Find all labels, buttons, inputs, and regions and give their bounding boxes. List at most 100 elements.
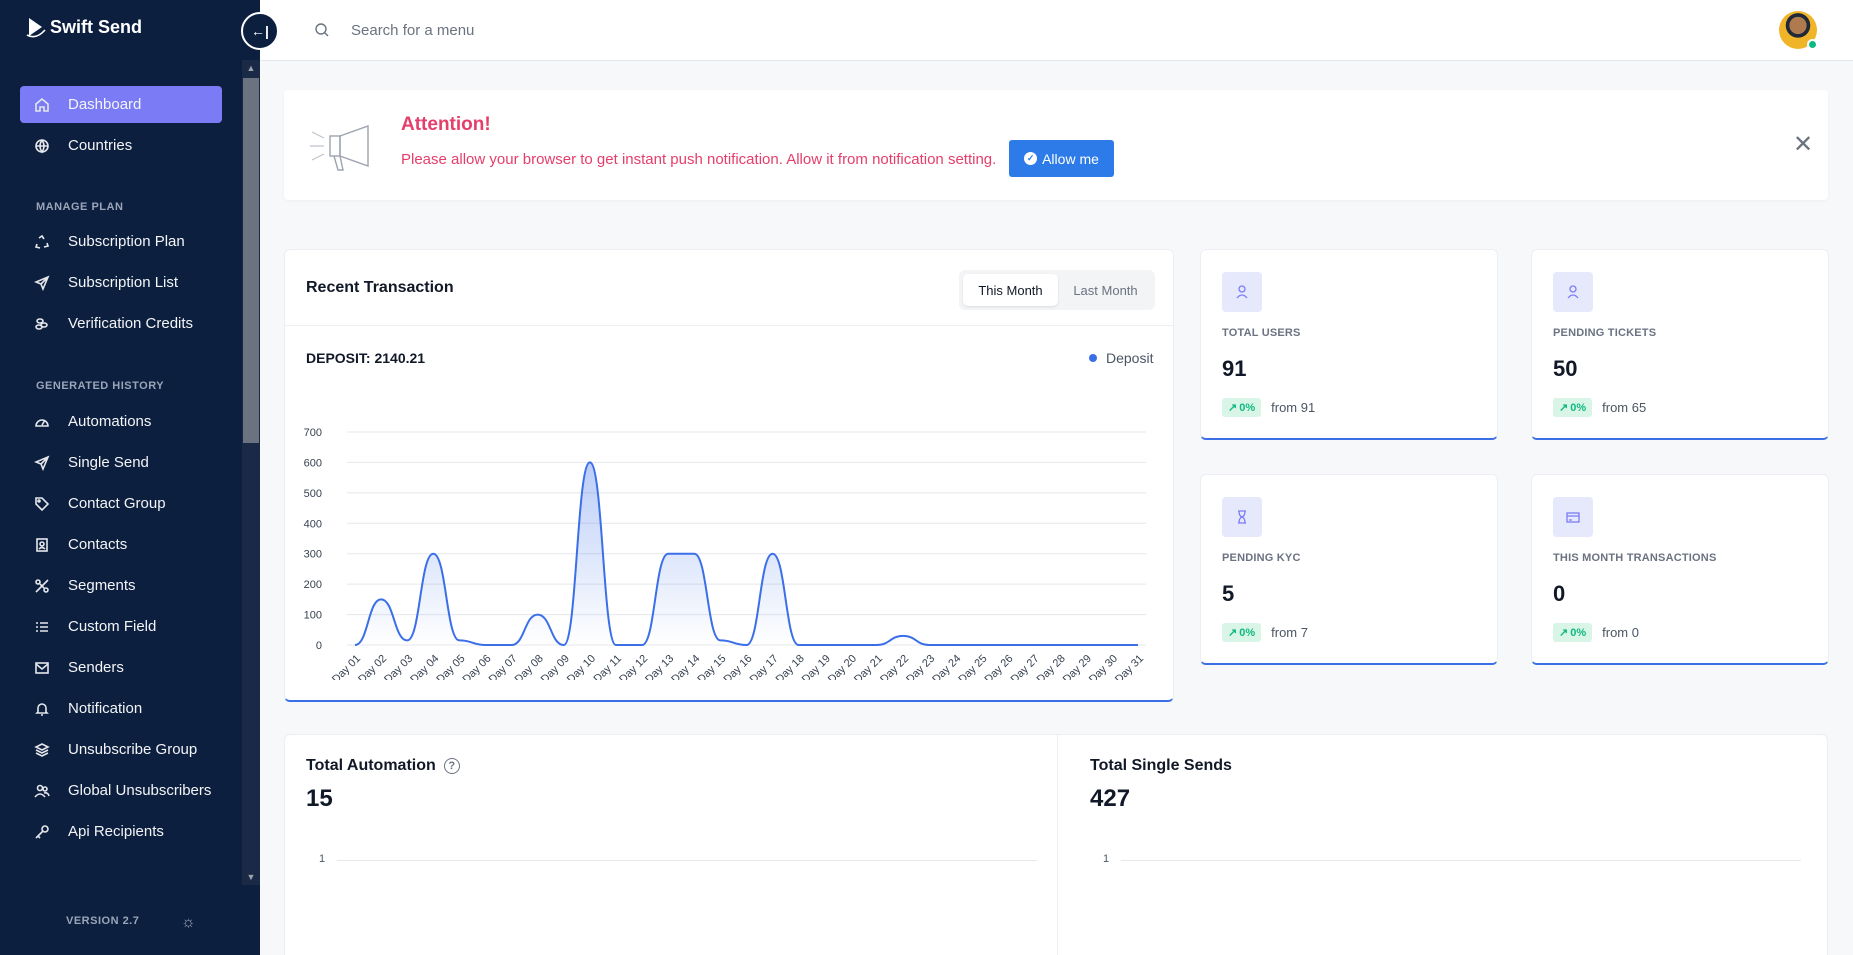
- sidebar-item-unsubscribe-group[interactable]: Unsubscribe Group: [20, 731, 222, 768]
- stat-from: from 7: [1271, 625, 1308, 640]
- trend-up-icon: ↗: [1228, 627, 1238, 639]
- key-icon: [35, 824, 49, 839]
- list-icon: [36, 621, 48, 632]
- sidebar-item-contact-group[interactable]: Contact Group: [20, 485, 222, 522]
- change-badge: ↗ 0%: [1553, 398, 1593, 417]
- version-label: VERSION 2.7: [66, 915, 140, 927]
- top-header: [260, 0, 1853, 61]
- sidebar-item-dashboard[interactable]: Dashboard: [20, 86, 222, 123]
- stat-value: 50: [1553, 356, 1578, 381]
- recycle-icon: [34, 234, 50, 249]
- sidebar-item-api-recipients[interactable]: Api Recipients: [20, 813, 222, 850]
- avatar[interactable]: [1779, 11, 1818, 50]
- allow-me-button[interactable]: ✓ Allow me: [1009, 140, 1114, 177]
- sidebar-item-contacts[interactable]: Contacts: [20, 526, 222, 563]
- check-circle-icon: ✓: [1024, 152, 1038, 165]
- search-input[interactable]: [351, 18, 751, 42]
- scrollbar-thumb[interactable]: [243, 78, 259, 443]
- stat-value: 5: [1222, 581, 1235, 606]
- sidebar-item-verification-credits[interactable]: Verification Credits: [20, 305, 222, 342]
- x-tick-label: Day 31: [1113, 653, 1146, 680]
- send-icon: [34, 455, 50, 471]
- sidebar-item-label: Global Unsubscribers: [68, 782, 212, 799]
- tab-last-month[interactable]: Last Month: [1073, 282, 1138, 298]
- tags-icon: [35, 496, 50, 511]
- online-status-dot: [1807, 39, 1818, 50]
- sidebar-item-subscription-list[interactable]: Subscription List: [20, 264, 222, 301]
- bell-icon: [35, 702, 49, 716]
- stat-from: from 0: [1602, 625, 1639, 640]
- sidebar-item-label: Notification: [68, 700, 143, 717]
- sidebar-item-label: Custom Field: [68, 618, 157, 635]
- users-icon: [34, 784, 50, 798]
- sidebar-item-label: Senders: [68, 659, 124, 676]
- tab-this-month[interactable]: This Month: [963, 274, 1058, 306]
- sidebar-item-label: Subscription List: [68, 274, 179, 291]
- deposit-area: [355, 462, 1138, 645]
- segments-icon: [35, 578, 49, 593]
- stat-change: ↗ 0% from 91: [1222, 398, 1315, 417]
- stat-from: from 91: [1271, 400, 1316, 415]
- stat-card-this-month-transactions: THIS MONTH TRANSACTIONS 0 ↗ 0% from 0: [1531, 474, 1829, 665]
- sidebar-item-label: Countries: [68, 137, 133, 154]
- trend-up-icon: ↗: [1559, 627, 1569, 639]
- chart-legend[interactable]: Deposit: [1089, 350, 1153, 366]
- brand-logo[interactable]: Swift Send: [26, 16, 142, 38]
- change-badge: ↗ 0%: [1222, 623, 1262, 642]
- bottom-summary-card: Total Automation ? 15 1 Total Single Sen…: [284, 734, 1828, 955]
- sidebar: Swift Send Dashboard Countries MANAGE PL…: [0, 0, 260, 955]
- sidebar-item-senders[interactable]: Senders: [20, 649, 222, 686]
- sidebar-item-countries[interactable]: Countries: [20, 127, 222, 164]
- user-icon: [1222, 272, 1262, 312]
- close-icon[interactable]: ✕: [1793, 131, 1814, 158]
- search-icon: [315, 23, 329, 37]
- sidebar-nav: Dashboard Countries MANAGE PLAN Subscrip…: [0, 60, 242, 885]
- deposit-series-line: [354, 461, 1138, 647]
- help-icon[interactable]: ?: [443, 758, 460, 774]
- mail-icon: [35, 661, 49, 674]
- sidebar-item-label: Contact Group: [68, 495, 166, 512]
- sun-icon[interactable]: ☼: [181, 914, 196, 931]
- y-tick-label: 700: [304, 427, 322, 439]
- total-single-sends-value: 427: [1090, 785, 1131, 812]
- legend-label: Deposit: [1106, 350, 1154, 366]
- stat-value: 91: [1222, 356, 1247, 381]
- y-tick-label: 500: [304, 488, 322, 500]
- megaphone-icon: [310, 125, 369, 171]
- deposit-total: DEPOSIT: 2140.21: [306, 350, 426, 366]
- axis-tick-label: 1: [319, 853, 326, 865]
- coins-icon: [35, 317, 48, 330]
- alert-message: Please allow your browser to get instant…: [401, 151, 997, 168]
- globe-icon: [35, 138, 49, 153]
- sidebar-item-segments[interactable]: Segments: [20, 567, 222, 604]
- stat-card-pending-kyc: PENDING KYC 5 ↗ 0% from 7: [1200, 474, 1498, 665]
- sidebar-item-automations[interactable]: Automations: [20, 403, 222, 440]
- scroll-up-arrow-icon[interactable]: ▲: [246, 63, 256, 73]
- card-title: Recent Transaction: [306, 279, 454, 296]
- trend-up-icon: ↗: [1228, 402, 1238, 414]
- scroll-down-arrow-icon[interactable]: ▼: [246, 872, 256, 882]
- y-tick-label: 100: [304, 610, 322, 622]
- stat-change: ↗ 0% from 7: [1222, 623, 1308, 642]
- sidebar-scrollbar[interactable]: ▲ ▼: [242, 60, 260, 885]
- send-icon: [34, 275, 50, 291]
- trend-up-icon: ↗: [1559, 402, 1569, 414]
- sidebar-item-custom-field[interactable]: Custom Field: [20, 608, 222, 645]
- section-title-generated-history: GENERATED HISTORY: [36, 380, 165, 392]
- sidebar-item-label: Verification Credits: [68, 315, 194, 332]
- sidebar-item-notification[interactable]: Notification: [20, 690, 222, 727]
- user-icon: [1553, 272, 1593, 312]
- sidebar-item-global-unsubscribers[interactable]: Global Unsubscribers: [20, 772, 222, 809]
- sidebar-item-label: Single Send: [68, 454, 149, 471]
- gridline: [337, 860, 1037, 861]
- sidebar-item-label: Segments: [68, 577, 136, 594]
- sidebar-item-single-send[interactable]: Single Send: [20, 444, 222, 481]
- stat-card-total-users: TOTAL USERS 91 ↗ 0% from 91: [1200, 249, 1498, 440]
- home-icon: [35, 97, 49, 112]
- recent-transaction-card: Recent Transaction This Month Last Month…: [284, 249, 1174, 702]
- sidebar-item-subscription-plan[interactable]: Subscription Plan: [20, 223, 222, 260]
- stat-value: 0: [1553, 581, 1566, 606]
- collapse-sidebar-button[interactable]: ←|: [241, 12, 279, 50]
- change-badge: ↗ 0%: [1553, 623, 1593, 642]
